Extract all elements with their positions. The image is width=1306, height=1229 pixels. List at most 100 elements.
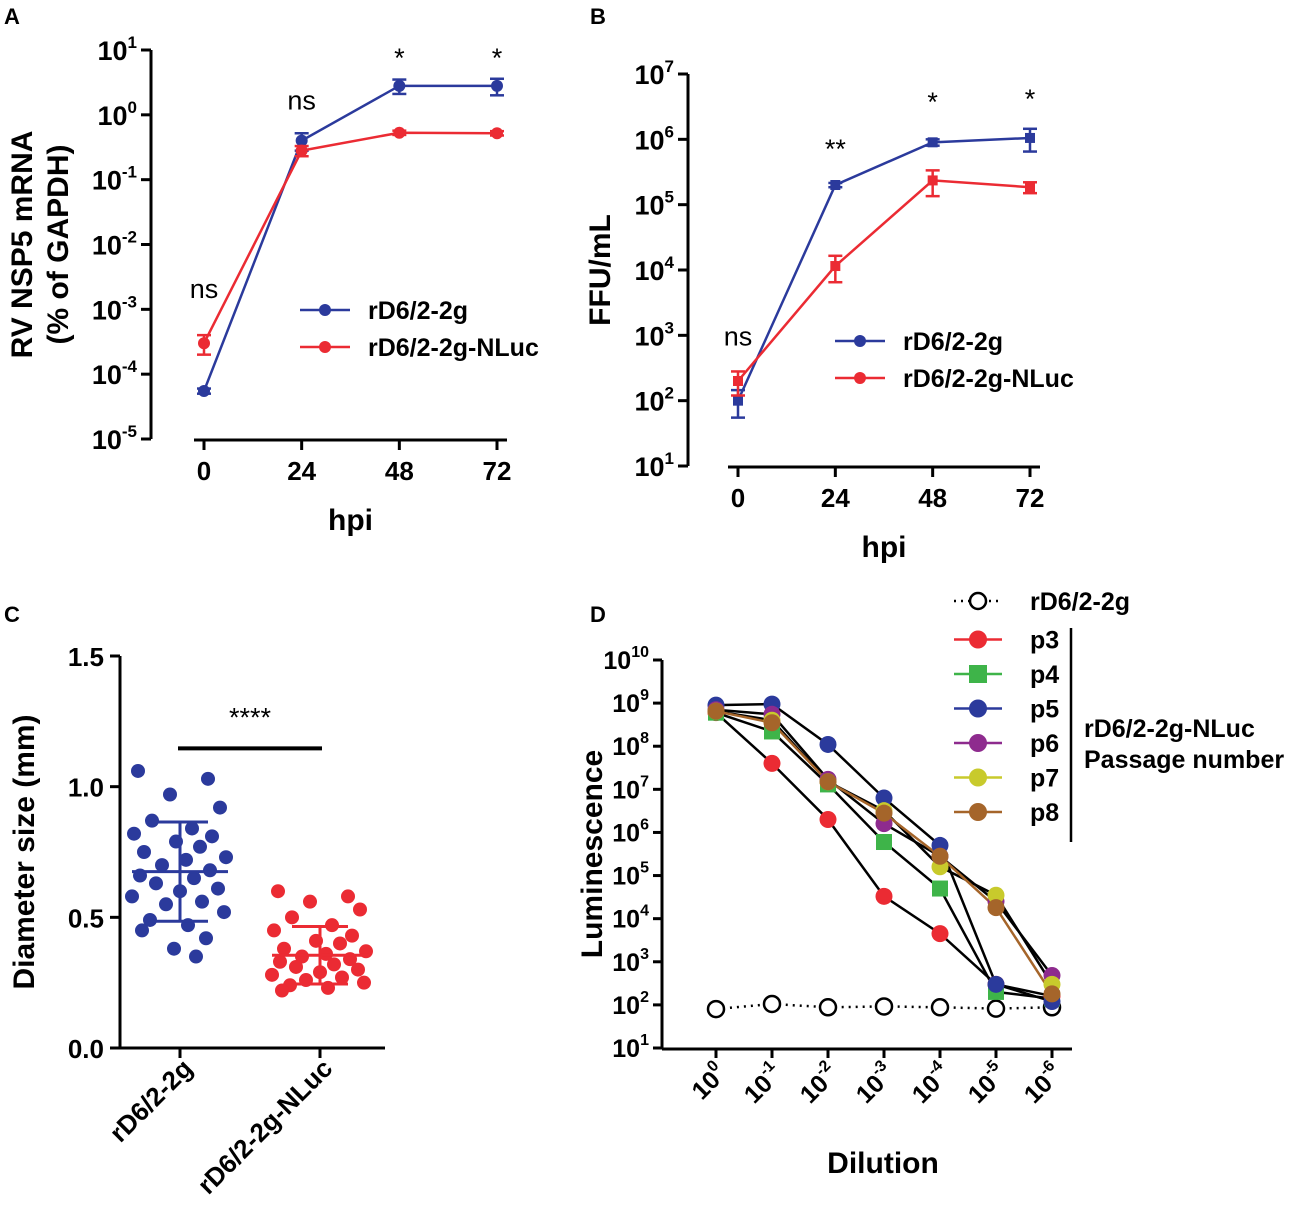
data-point	[149, 876, 163, 891]
y-tick-label: 10-4	[92, 357, 138, 390]
data-point	[285, 910, 299, 925]
legend-marker	[968, 591, 988, 611]
data-point	[931, 925, 949, 943]
data-point	[127, 826, 141, 841]
series-line-0	[202, 84, 497, 392]
legend-marker	[854, 372, 866, 384]
legend-marker	[319, 304, 331, 316]
x-tick-label: rD6/2-2g	[103, 1053, 198, 1148]
x-axis-title: hpi	[862, 531, 907, 564]
y-tick-label: 103	[612, 946, 649, 977]
y-tick-label: 102	[612, 989, 649, 1020]
data-point	[211, 881, 225, 896]
chart-panel-d: 1010 109 108 107 106 105 104 103 102 101 Luminesce…	[576, 588, 1284, 1180]
y-tick-label: 104	[612, 903, 649, 934]
data-point	[345, 928, 359, 943]
data-point	[277, 941, 291, 956]
x-tick-label: 24	[821, 483, 850, 513]
data-point	[1025, 132, 1035, 143]
legend-marker	[969, 630, 987, 649]
data-point	[931, 847, 949, 865]
series-line-0	[736, 136, 1031, 402]
data-point	[762, 994, 782, 1014]
data-point	[193, 839, 207, 854]
data-point	[201, 771, 215, 786]
panel-label-a: A	[4, 4, 20, 29]
data-point	[819, 810, 837, 828]
significance-label: ns	[190, 274, 219, 304]
y-tick-label: 108	[612, 730, 649, 761]
data-point	[195, 894, 209, 909]
x-tick-label: 48	[385, 456, 414, 486]
y-tick-label: 10-3	[92, 292, 137, 325]
significance-label: *	[927, 87, 938, 117]
data-point	[874, 997, 894, 1016]
significance-label: **	[825, 134, 847, 164]
data-point	[733, 375, 743, 386]
significance-label: ns	[724, 321, 753, 351]
chart-panel-c: 0.0 0.5 1.0 1.5 Diameter size (mm) rD6/2-2grD…	[8, 642, 385, 1200]
data-point	[1043, 985, 1061, 1003]
x-tick-label: 48	[918, 483, 947, 513]
x-tick-label: 10-5	[961, 1057, 1013, 1109]
y-axis-title: Luminescence	[576, 750, 609, 958]
y-tick-label: 109	[612, 687, 649, 718]
y-tick-label: 107	[634, 57, 674, 90]
significance-label: ****	[229, 702, 272, 732]
data-point	[271, 884, 285, 899]
x-tick-label: 10-2	[793, 1057, 845, 1109]
y-tick-label: 107	[612, 773, 649, 804]
y-axis-title: FFU/mL	[584, 214, 617, 326]
legend-marker	[969, 803, 987, 821]
y-tick-label: 101	[612, 1032, 649, 1063]
data-point	[927, 137, 938, 148]
significance-label: ns	[287, 86, 316, 116]
data-point	[275, 983, 289, 998]
data-point	[131, 763, 145, 778]
legend-label: rD6/2-2g	[1030, 588, 1130, 616]
x-axis-title: hpi	[328, 504, 373, 537]
panel-label-b: B	[590, 4, 606, 29]
data-point	[357, 975, 371, 990]
panel-label-d: D	[590, 602, 606, 627]
y-tick-label: 106	[612, 816, 649, 847]
data-point	[295, 144, 308, 157]
data-point	[875, 789, 893, 807]
x-tick-label: 0	[197, 456, 211, 486]
data-point	[932, 880, 948, 897]
y-tick-label: 103	[634, 318, 674, 351]
data-point	[303, 894, 317, 909]
data-point	[819, 773, 837, 791]
y-tick-label: 105	[634, 188, 674, 221]
y-tick-label: 100	[97, 98, 137, 131]
x-tick-label: 100	[684, 1057, 732, 1105]
data-point	[987, 899, 1005, 917]
y-tick-label: 104	[634, 253, 674, 286]
significance-label: *	[394, 43, 405, 73]
series-line-1	[737, 179, 1031, 382]
x-tick-label: 10-3	[849, 1057, 901, 1109]
data-point	[167, 941, 181, 956]
legend-marker	[969, 665, 987, 683]
legend-label: p6	[1030, 730, 1059, 758]
y-tick-label: 1.0	[68, 773, 104, 803]
data-point	[733, 395, 743, 406]
y-tick-label: 102	[634, 384, 674, 417]
data-point	[987, 975, 1005, 993]
legend-label: p4	[1030, 661, 1059, 689]
x-tick-label: 24	[287, 456, 316, 486]
data-point	[163, 787, 177, 802]
data-point	[217, 905, 231, 920]
series-line-p5	[715, 702, 1053, 1003]
data-point	[213, 800, 227, 815]
data-point	[875, 804, 893, 822]
x-tick-label: rD6/2-2g-NLuc	[191, 1053, 338, 1200]
legend-marker	[319, 341, 331, 353]
data-point	[763, 754, 781, 772]
data-point	[198, 337, 210, 350]
legend-label: p3	[1030, 627, 1059, 655]
data-point	[198, 384, 210, 397]
data-point	[289, 959, 303, 974]
y-tick-label: 105	[612, 860, 649, 891]
x-tick-label: 10-1	[737, 1057, 789, 1109]
